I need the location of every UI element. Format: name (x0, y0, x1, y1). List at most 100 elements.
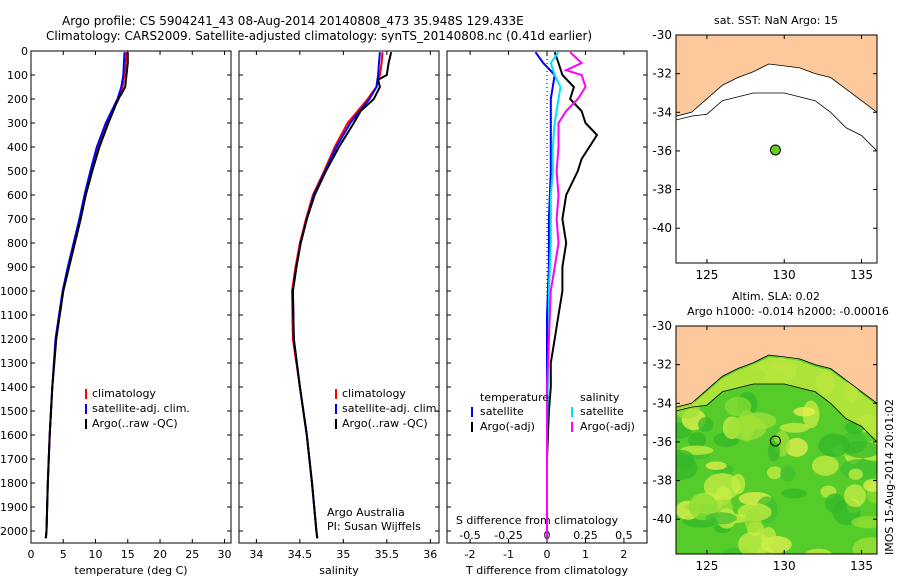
y-tick-label: 1200 (0, 333, 28, 346)
legend-heading: temperature (480, 391, 549, 404)
map-area (676, 35, 877, 263)
y-tick-label: -32 (652, 358, 672, 372)
legend-label: Argo(..raw -QC) (342, 417, 428, 430)
y-tick-label: 700 (7, 213, 28, 226)
side-stamp: IMOS 15-Aug-2014 20:01:02 (883, 399, 896, 555)
series-line-4 (546, 51, 587, 539)
y-tick-label: 400 (7, 141, 28, 154)
y-tick-label: -30 (652, 319, 672, 333)
legend-label: Argo(-adj) (580, 420, 635, 433)
sla-blob (844, 484, 867, 508)
plot-frame (238, 50, 440, 544)
series-line-2 (546, 51, 599, 539)
land (676, 326, 877, 408)
x-tick-label: 34.5 (288, 548, 313, 561)
figure-title-line1: Argo profile: CS 5904241_43 08-Aug-2014 … (62, 14, 524, 28)
sla-blob (687, 432, 707, 449)
sla-blob (766, 466, 783, 480)
x-tick-label: 0 (28, 548, 35, 561)
shelf-contour (676, 383, 877, 443)
x-tick-label: 2 (620, 548, 627, 561)
y-tick-label: 1400 (0, 381, 28, 394)
x-axis-label: T difference from climatology (465, 564, 628, 577)
y-tick-label: 1100 (0, 309, 28, 322)
x-tick-label: 34 (249, 548, 263, 561)
profile-panel-3: -2 -1 0 1 2 T difference from climatology S di… (446, 50, 648, 577)
land (676, 35, 877, 117)
y-tick-label: -32 (652, 67, 672, 81)
annotation-text: PI: Susan Wijffels (327, 520, 421, 533)
sla-blob (779, 422, 810, 433)
sla-blob (676, 449, 695, 469)
sla-blob (731, 473, 746, 495)
legend-label: climatology (92, 387, 156, 400)
top-tick-label: -0.5 (459, 529, 480, 542)
sla-blob (697, 417, 714, 432)
profile-panel-2: 34 34.5 35 35.5 36 salinity climatology satelli… (238, 50, 440, 577)
map-title-line1: Altim. SLA: 0.02 (732, 290, 820, 303)
y-tick-label: 1600 (0, 429, 28, 442)
y-tick-label: -34 (652, 105, 672, 119)
y-tick-label: 1000 (0, 285, 28, 298)
y-tick-label: -30 (652, 28, 672, 42)
y-tick-label: 900 (7, 261, 28, 274)
argo-float-marker (769, 435, 781, 447)
shelf-contour (676, 92, 877, 152)
map-area (676, 326, 877, 554)
map-title: sat. SST: NaN Argo: 15 (714, 14, 838, 27)
sla-blob (703, 473, 741, 501)
map-title-line2: Argo h1000: -0.014 h2000: -0.00016 (687, 305, 889, 318)
sla-blob (785, 438, 808, 457)
y-tick-label: 300 (7, 117, 28, 130)
y-tick-label: 1900 (0, 501, 28, 514)
x-tick-label: 130 (773, 268, 796, 282)
sla-blob (843, 441, 877, 458)
x-axis-label: salinity (319, 564, 359, 577)
sla-blob (780, 466, 796, 482)
legend-label: satellite-adj. clim. (342, 402, 440, 415)
sla-blob (724, 396, 752, 417)
x-tick-label: 25 (185, 548, 199, 561)
sla-blob (804, 548, 833, 554)
sla-blob (737, 531, 770, 554)
y-tick-label: 200 (7, 93, 28, 106)
y-tick-label: 100 (7, 69, 28, 82)
plot-frame (30, 50, 232, 544)
y-tick-label: -40 (652, 512, 672, 526)
sla-shelf-band (676, 356, 877, 442)
legend-label: satellite (580, 405, 624, 418)
map-panel-2: 125 130 135 -30 -32 -34 -36 -38 -40 Altim. SLA: 0… (652, 290, 889, 573)
y-tick-label: -38 (652, 183, 672, 197)
x-tick-label: 135 (850, 559, 873, 573)
argo-float-marker (769, 144, 781, 156)
map-frame (675, 325, 878, 555)
profile-panel-1: 0 5 10 15 20 25 30 temperature (deg C) 0 100 200 30… (0, 45, 232, 577)
sla-blob (705, 512, 737, 525)
series-line-3 (44, 52, 129, 539)
x-tick-label: 5 (60, 548, 67, 561)
x-tick-label: 35 (336, 548, 350, 561)
x-tick-label: -1 (503, 548, 514, 561)
x-tick-label: 30 (218, 548, 232, 561)
y-tick-label: -34 (652, 396, 672, 410)
x-tick-label: 10 (89, 548, 103, 561)
x-tick-label: 0 (544, 548, 551, 561)
x-tick-label: 125 (695, 268, 718, 282)
top-tick-label: 0.25 (573, 529, 598, 542)
sla-blob (767, 441, 780, 462)
x-tick-label: 130 (773, 559, 796, 573)
map-frame (675, 34, 878, 264)
x-tick-label: 135 (850, 268, 873, 282)
y-tick-label: 0 (21, 45, 28, 58)
sla-blob (848, 468, 863, 480)
y-tick-label: 2000 (0, 525, 28, 538)
y-tick-label: 1500 (0, 405, 28, 418)
y-tick-label: 1300 (0, 357, 28, 370)
y-tick-label: 1700 (0, 453, 28, 466)
x-tick-label: 1 (582, 548, 589, 561)
x-tick-label: 20 (153, 548, 167, 561)
y-tick-label: -40 (652, 221, 672, 235)
top-tick-label: 0.5 (615, 529, 633, 542)
top-axis-label: S difference from climatology (456, 514, 619, 527)
y-tick-label: -36 (652, 144, 672, 158)
